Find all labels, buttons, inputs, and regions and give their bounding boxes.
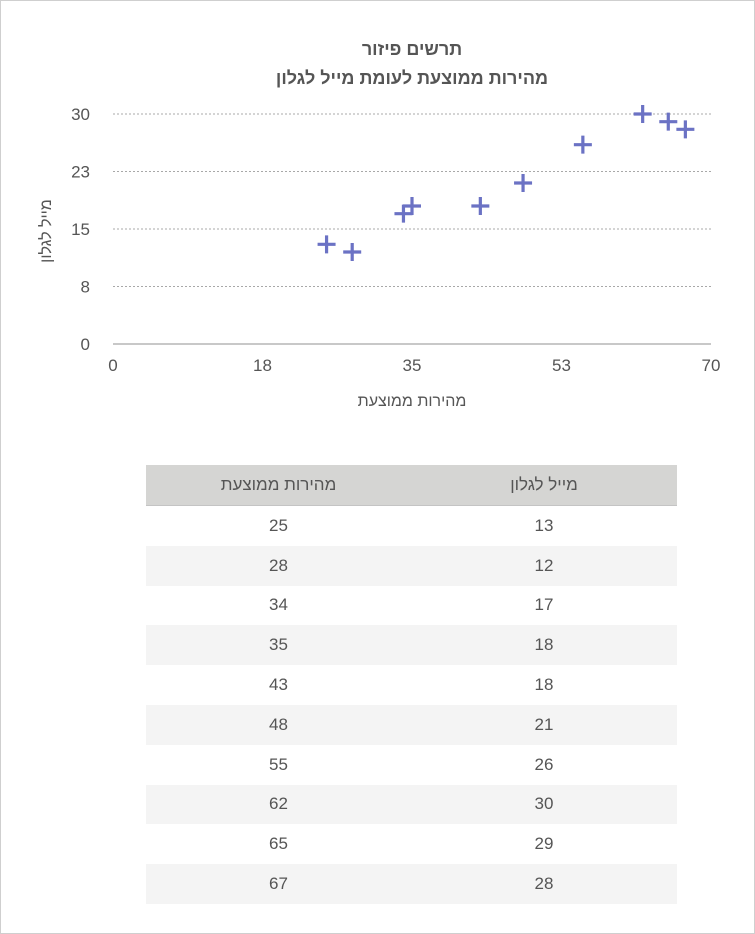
cell-mpg: 13 [534, 515, 554, 535]
scatter-chart: תרשים פיזור מהירות ממוצעת לעומת מייל לגל… [37, 39, 720, 410]
cell-mpg: 21 [411, 704, 677, 745]
column-header-speed: מהירות ממוצעת [146, 465, 411, 506]
table-row: 62 30 [146, 784, 677, 825]
table-header-row: מהירות ממוצעת מייל לגלון [146, 465, 677, 506]
data-point [633, 105, 652, 123]
chart-points [317, 105, 695, 261]
cell-speed: 67 [146, 864, 411, 904]
data-table: מהירות ממוצעת מייל לגלון 25 13 28 12 34 … [146, 465, 677, 904]
cell-mpg: 28 [411, 864, 677, 904]
x-tick-label: 70 [702, 356, 721, 375]
table-row: 67 28 [146, 864, 677, 904]
x-tick-label: 35 [403, 356, 422, 375]
data-point [317, 235, 336, 254]
y-tick-label: 30 [71, 105, 90, 124]
cell-speed: 25 [269, 515, 288, 535]
data-point [676, 120, 695, 139]
data-point [343, 243, 362, 261]
table-row: 34 17 [146, 586, 677, 626]
cell-mpg: 18 [534, 675, 554, 695]
data-point [403, 197, 421, 215]
data-point [659, 112, 678, 131]
cell-speed: 62 [146, 784, 411, 825]
table-row: 65 29 [146, 824, 677, 864]
cell-speed: 65 [269, 834, 288, 854]
cell-speed: 48 [146, 704, 411, 745]
x-tick-label: 0 [108, 356, 117, 375]
data-point [514, 174, 533, 192]
y-tick-label: 0 [81, 335, 90, 354]
cell-mpg: 12 [411, 545, 677, 586]
table-row: 43 18 [146, 665, 677, 705]
cell-mpg: 29 [534, 834, 554, 854]
chart-title: תרשים פיזור [362, 39, 462, 59]
cell-speed: 34 [269, 595, 288, 615]
y-axis-title: מייל לגלון [37, 199, 55, 263]
y-tick-label: 23 [71, 163, 90, 182]
chart-axes: 0 8 15 23 30 0 18 35 53 70 [71, 105, 720, 375]
table-row: 55 26 [146, 745, 677, 785]
data-point [394, 204, 413, 223]
cell-speed: 28 [146, 545, 411, 586]
table-row: 28 12 [146, 545, 677, 586]
table-row: 35 18 [146, 625, 677, 666]
x-axis-title: מהירות ממוצעת [358, 393, 467, 410]
y-tick-label: 15 [71, 220, 90, 239]
cell-speed: 55 [269, 754, 288, 774]
y-tick-label: 8 [81, 278, 90, 297]
table-row: 25 13 [146, 506, 677, 546]
cell-speed: 43 [269, 675, 288, 695]
cell-mpg: 30 [411, 784, 677, 825]
table-row: 48 21 [146, 704, 677, 745]
data-point [573, 135, 592, 154]
cell-mpg: 18 [411, 625, 677, 666]
cell-mpg: 26 [534, 754, 554, 774]
column-header-mpg: מייל לגלון [411, 465, 677, 506]
cell-speed: 35 [146, 625, 411, 666]
x-tick-label: 53 [552, 356, 571, 375]
data-point [471, 197, 490, 215]
chart-subtitle: מהירות ממוצעת לעומת מייל לגלון [276, 68, 548, 88]
cell-mpg: 17 [534, 595, 554, 615]
x-tick-label: 18 [253, 356, 272, 375]
